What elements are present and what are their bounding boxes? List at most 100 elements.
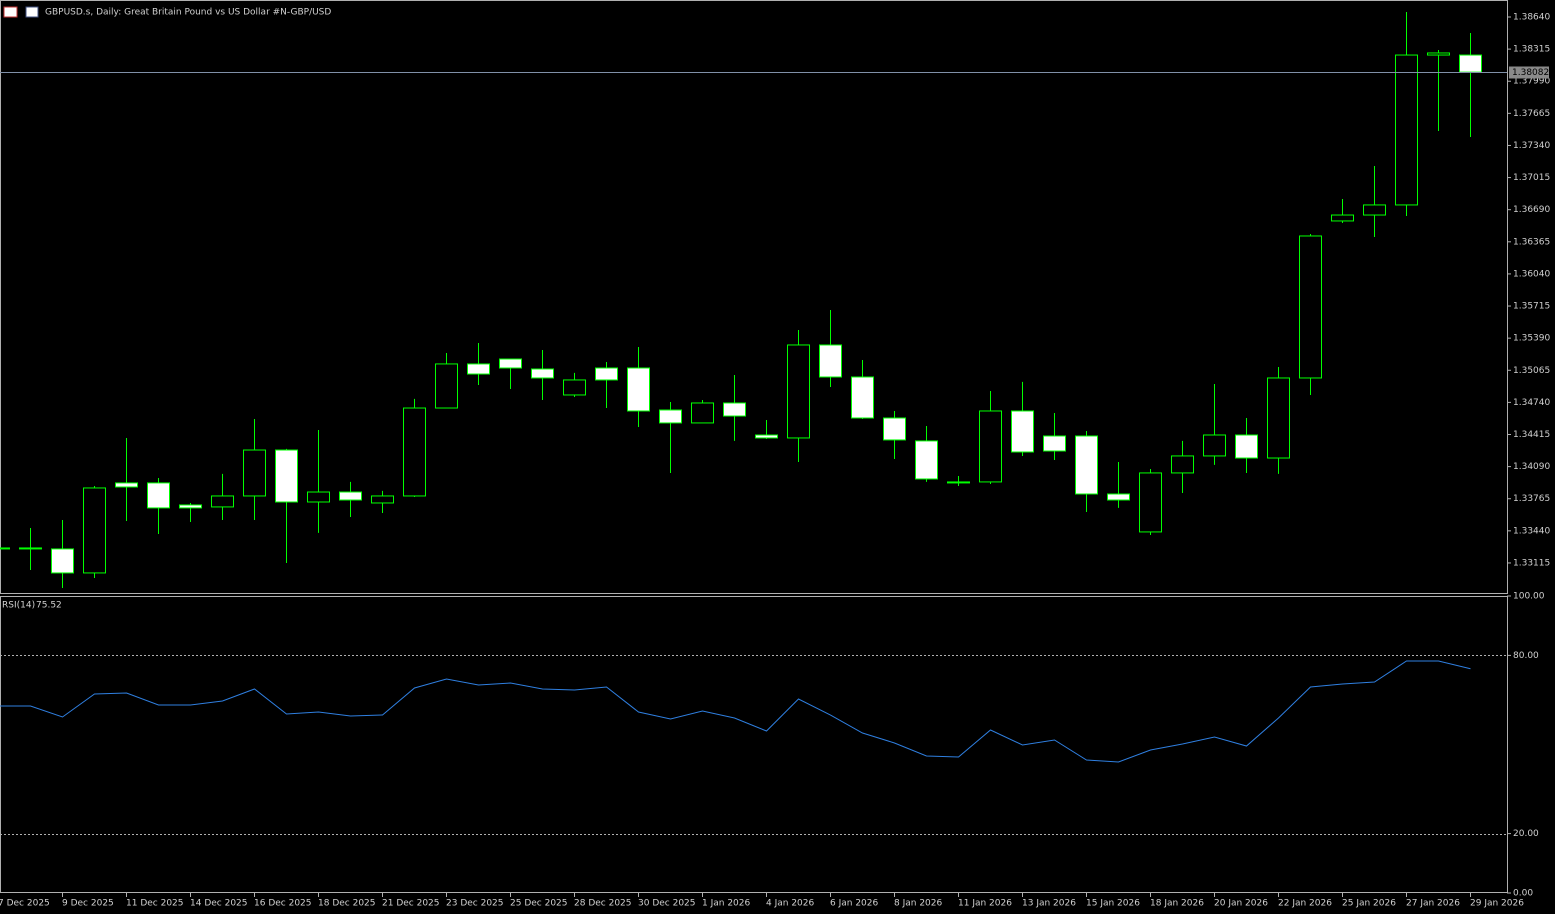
candle-body bbox=[819, 344, 842, 378]
y-tick-label: 1.36040 bbox=[1513, 269, 1550, 279]
candle-body bbox=[1139, 472, 1162, 533]
x-tick-label: 6 Jan 2026 bbox=[830, 899, 878, 909]
candle-body bbox=[403, 407, 426, 497]
y-tick-label: 1.33440 bbox=[1513, 526, 1550, 536]
candle-body bbox=[1427, 52, 1450, 56]
candle-body bbox=[51, 548, 74, 574]
x-tick-label: 22 Jan 2026 bbox=[1278, 899, 1332, 909]
x-tick-label: 7 Dec 2025 bbox=[0, 899, 50, 909]
candle-body bbox=[1299, 235, 1322, 379]
candle-body bbox=[179, 504, 202, 509]
y-tick-label: 1.35390 bbox=[1513, 334, 1550, 344]
candle-body bbox=[19, 547, 42, 550]
candle-body bbox=[787, 344, 810, 439]
candle-body bbox=[883, 417, 906, 441]
candle-body bbox=[1043, 435, 1066, 452]
candle-body bbox=[1203, 434, 1226, 457]
candle-body bbox=[595, 367, 618, 381]
candle-body bbox=[339, 491, 362, 501]
x-tick-label: 11 Dec 2025 bbox=[126, 899, 184, 909]
candle-body bbox=[1107, 493, 1130, 501]
rsi-frame bbox=[0, 596, 1508, 893]
x-tick-label: 29 Jan 2026 bbox=[1470, 899, 1524, 909]
y-tick-label: 1.34415 bbox=[1513, 430, 1550, 440]
candle-body bbox=[691, 402, 714, 424]
candle-body bbox=[1267, 377, 1290, 459]
rsi-plot bbox=[0, 655, 1507, 835]
candle-body bbox=[147, 482, 170, 509]
axes: 1.38640 1.38315 1.37990 1.37665 1.37340 1.370… bbox=[0, 12, 1550, 908]
x-tick-label: 27 Jan 2026 bbox=[1406, 899, 1460, 909]
y-tick-label: 1.35065 bbox=[1513, 366, 1550, 376]
candle-body bbox=[499, 358, 522, 369]
x-tick-label: 21 Dec 2025 bbox=[382, 899, 440, 909]
candle-body bbox=[467, 363, 490, 375]
main-frame bbox=[0, 0, 1508, 594]
candle-body bbox=[531, 368, 554, 379]
x-tick-label: 8 Jan 2026 bbox=[894, 899, 942, 909]
candle-body bbox=[1075, 435, 1098, 495]
current-price-label: 1.38082 bbox=[1512, 68, 1549, 78]
y-tick-label: 20.00 bbox=[1513, 829, 1539, 839]
x-tick-label: 15 Jan 2026 bbox=[1086, 899, 1140, 909]
candle-body bbox=[1363, 204, 1386, 216]
title-icons bbox=[3, 6, 39, 18]
x-tick-label: 25 Jan 2026 bbox=[1342, 899, 1396, 909]
candle-body bbox=[1171, 455, 1194, 474]
y-tick-label: 1.37015 bbox=[1513, 173, 1550, 183]
x-tick-label: 16 Dec 2025 bbox=[254, 899, 312, 909]
y-tick-label: 1.36690 bbox=[1513, 205, 1550, 215]
x-tick-label: 23 Dec 2025 bbox=[446, 899, 504, 909]
candle-body bbox=[371, 495, 394, 504]
x-tick-label: 18 Dec 2025 bbox=[318, 899, 376, 909]
x-tick-label: 9 Dec 2025 bbox=[62, 899, 114, 909]
x-tick-label: 20 Jan 2026 bbox=[1214, 899, 1268, 909]
candle-body bbox=[915, 440, 938, 480]
candle-body bbox=[947, 481, 970, 484]
x-tick-label: 30 Dec 2025 bbox=[638, 899, 696, 909]
y-tick-label: 1.33765 bbox=[1513, 494, 1550, 504]
x-tick-label: 13 Jan 2026 bbox=[1022, 899, 1076, 909]
candle-body bbox=[1395, 54, 1418, 206]
candle-body bbox=[0, 547, 10, 550]
x-tick-label: 1 Jan 2026 bbox=[702, 899, 750, 909]
current-price-box bbox=[1509, 66, 1549, 79]
x-tick-label: 14 Dec 2025 bbox=[190, 899, 248, 909]
x-tick-label: 25 Dec 2025 bbox=[510, 899, 568, 909]
candle-body bbox=[755, 434, 778, 439]
candle-body bbox=[1011, 410, 1034, 453]
rsi-current-value: 75.52 bbox=[36, 601, 62, 611]
candle-body bbox=[723, 402, 746, 417]
candle-body bbox=[307, 491, 330, 503]
candle-body bbox=[1235, 434, 1258, 459]
y-tick-label: 0.00 bbox=[1513, 889, 1533, 899]
y-tick-label: 1.37665 bbox=[1513, 109, 1550, 119]
candle-body bbox=[563, 379, 586, 396]
candle-body bbox=[435, 363, 458, 409]
y-tick-label: 100.00 bbox=[1513, 592, 1545, 602]
candle-body bbox=[1459, 54, 1482, 73]
candle-body bbox=[115, 482, 138, 488]
y-tick-label: 1.37340 bbox=[1513, 141, 1550, 151]
rsi-line bbox=[0, 660, 1471, 763]
y-tick-label: 1.38315 bbox=[1513, 45, 1550, 55]
y-tick-label: 80.00 bbox=[1513, 651, 1539, 661]
x-tick-label: 4 Jan 2026 bbox=[766, 899, 814, 909]
candle-body bbox=[851, 376, 874, 419]
candle-body bbox=[83, 487, 106, 574]
x-tick-label: 11 Jan 2026 bbox=[958, 899, 1012, 909]
y-tick-label: 1.35715 bbox=[1513, 302, 1550, 312]
y-tick-label: 1.34090 bbox=[1513, 462, 1550, 472]
candle-body bbox=[275, 449, 298, 503]
rsi-title: RSI(14) bbox=[2, 601, 35, 611]
candle-body bbox=[243, 449, 266, 497]
candle-body bbox=[979, 410, 1002, 483]
icon bbox=[25, 6, 39, 18]
y-tick-label: 1.37990 bbox=[1513, 77, 1550, 87]
candle-body bbox=[659, 409, 682, 424]
candle-body bbox=[627, 367, 650, 412]
x-tick-label: 18 Jan 2026 bbox=[1150, 899, 1204, 909]
